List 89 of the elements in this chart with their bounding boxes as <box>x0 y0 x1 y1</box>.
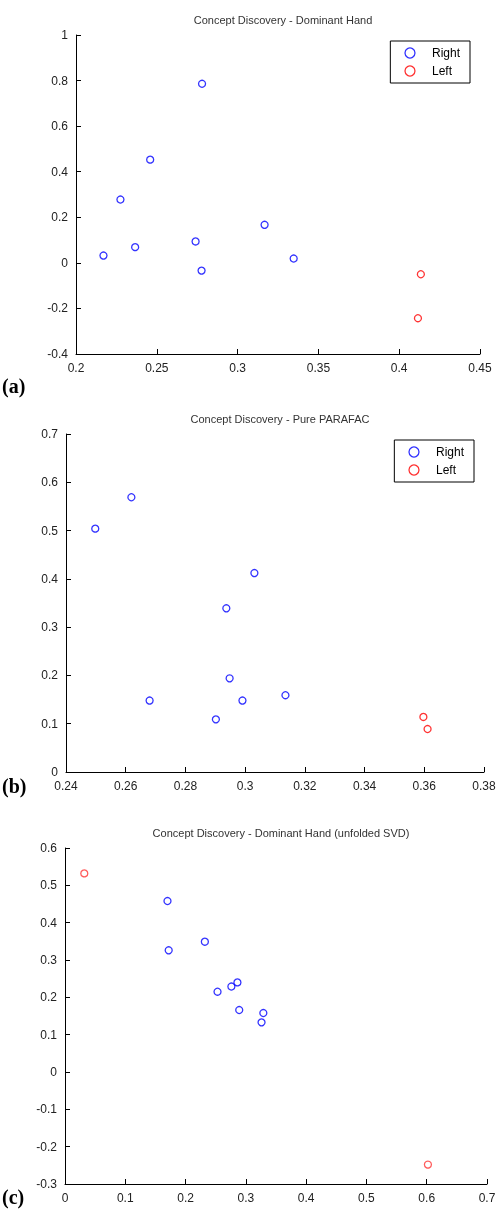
point <box>200 937 210 946</box>
x-tick-label: 0.4 <box>390 361 408 375</box>
text: (b) <box>2 775 27 798</box>
y-tick-label: 0.6 <box>51 119 69 134</box>
y-tick-label: 0.5 <box>40 878 58 893</box>
point <box>99 251 108 260</box>
y-tick-label: 0.1 <box>41 716 59 731</box>
y-tick-label: -0.3 <box>36 1177 58 1191</box>
legend-label: Left <box>431 64 453 78</box>
y-tick-label: 0.7 <box>41 427 59 441</box>
point <box>289 254 298 263</box>
x-tick-label: 0.3 <box>236 779 254 793</box>
point <box>250 568 259 578</box>
x-tick-label: 0.38 <box>472 779 496 793</box>
point <box>259 1008 268 1018</box>
y-tick-label: 0.6 <box>41 475 59 490</box>
x-tick-label: 0.4 <box>297 1191 315 1205</box>
x-tick-label: 0.45 <box>468 361 492 375</box>
y-tick-label: 0.5 <box>41 523 59 538</box>
y-tick-label: 0.2 <box>51 210 69 225</box>
y-tick-label: 0.4 <box>40 915 58 930</box>
x-tick-label: 0.3 <box>237 1191 255 1205</box>
point <box>116 195 125 204</box>
y-tick-label: -0.1 <box>36 1102 58 1117</box>
point <box>238 696 247 705</box>
point <box>233 978 242 987</box>
x-tick-label: 0.35 <box>306 361 331 375</box>
point <box>281 691 290 700</box>
point <box>211 715 221 724</box>
y-tick-label: 0.6 <box>40 841 58 855</box>
y-tick-label: -0.2 <box>36 1139 58 1154</box>
text: (a) <box>2 375 26 398</box>
y-tick-label: 0.8 <box>51 73 69 88</box>
point <box>225 674 234 683</box>
point <box>127 493 136 502</box>
y-tick-label: 0 <box>50 1065 58 1079</box>
x-tick-label: 0.28 <box>173 779 198 793</box>
x-tick-label: 0.6 <box>418 1191 436 1205</box>
point <box>131 242 140 252</box>
chart-title: Concept Discovery - Dominant Hand (unfolded SVD) <box>152 826 410 839</box>
point <box>146 155 155 164</box>
y-tick-label: 0.3 <box>41 620 59 635</box>
x-tick-label: 0.7 <box>478 1191 496 1205</box>
x-tick-label: 0.2 <box>177 1191 195 1205</box>
point <box>257 1018 266 1027</box>
chart-title: Concept Discovery - Pure PARAFAC <box>190 412 370 425</box>
y-tick-label: 0.4 <box>51 164 69 179</box>
x-tick-label: 0.1 <box>116 1191 134 1205</box>
chart-title: Concept Discovery - Dominant Hand <box>193 13 373 26</box>
point <box>91 524 100 533</box>
y-tick-label: -0.4 <box>47 347 69 361</box>
point <box>416 270 425 279</box>
point <box>413 314 423 323</box>
legend-label: Right <box>431 46 461 60</box>
point <box>163 896 172 906</box>
point <box>423 1160 433 1169</box>
y-tick-label: 0.1 <box>40 1027 58 1042</box>
x-tick-label: 0.3 <box>229 361 247 375</box>
y-tick-label: 0.4 <box>41 571 59 586</box>
point <box>197 79 207 88</box>
point <box>222 604 231 613</box>
point <box>227 982 236 991</box>
x-tick-label: 0.5 <box>358 1191 376 1205</box>
y-tick-label: 0.3 <box>40 953 58 967</box>
x-tick-label: 0.34 <box>352 779 377 793</box>
legend-label: Right <box>435 445 465 459</box>
point <box>419 712 428 722</box>
text: (c) <box>2 1186 25 1209</box>
x-tick-label: 0.36 <box>412 779 437 793</box>
x-tick-label: 0.24 <box>54 779 78 793</box>
point <box>235 1005 244 1015</box>
y-tick-label: 0.2 <box>41 668 59 683</box>
point <box>423 724 432 734</box>
point <box>164 946 173 955</box>
y-tick-label: 1 <box>61 28 69 42</box>
y-tick-label: -0.2 <box>47 301 69 316</box>
point <box>260 220 269 229</box>
point <box>191 237 200 246</box>
point <box>80 869 89 878</box>
point <box>145 696 154 705</box>
y-tick-label: 0.2 <box>40 990 58 1005</box>
x-tick-label: 0.32 <box>293 779 317 793</box>
x-tick-label: 0.26 <box>114 779 138 793</box>
y-tick-label: 0 <box>61 255 69 270</box>
point <box>197 266 206 275</box>
point <box>213 987 222 996</box>
y-tick-label: 0 <box>51 765 59 779</box>
legend-label: Left <box>435 463 457 477</box>
x-tick-label: 0.25 <box>145 361 169 375</box>
